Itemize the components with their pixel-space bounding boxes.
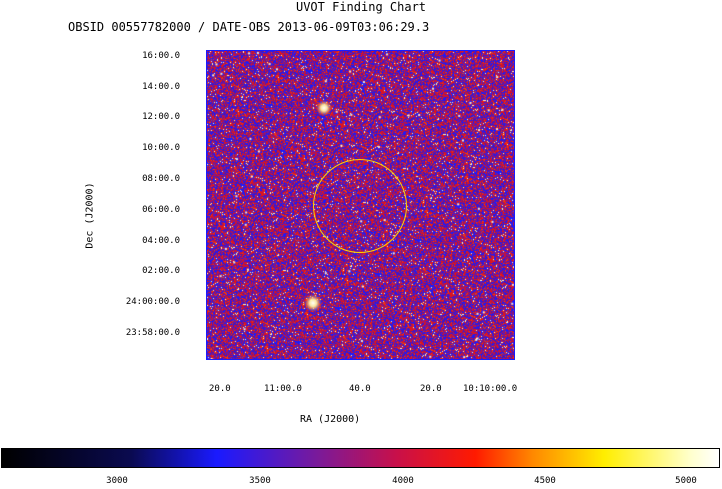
colorbar-tick-1: 3500 <box>249 476 271 486</box>
x-tick-3: 20.0 <box>420 384 442 394</box>
colorbar-tick-3: 4500 <box>534 476 556 486</box>
colorbar <box>1 448 720 468</box>
y-tick-2: 12:00.0 <box>142 112 180 122</box>
colorbar-tick-2: 4000 <box>392 476 414 486</box>
y-tick-7: 02:00.0 <box>142 266 180 276</box>
x-tick-2: 40.0 <box>349 384 371 394</box>
x-tick-1: 11:00.0 <box>264 384 302 394</box>
y-tick-4: 08:00.0 <box>142 174 180 184</box>
chart-title: UVOT Finding Chart <box>295 0 427 14</box>
y-tick-8: 24:00:00.0 <box>125 297 180 307</box>
chart-subtitle: OBSID 00557782000 / DATE-OBS 2013-06-09T… <box>68 20 430 34</box>
y-tick-5: 06:00.0 <box>142 205 180 215</box>
y-tick-1: 14:00.0 <box>142 82 180 92</box>
colorbar-tick-4: 5000 <box>675 476 697 486</box>
x-axis-label: RA (J2000) <box>300 414 361 425</box>
y-tick-3: 10:00.0 <box>142 143 180 153</box>
y-tick-9: 23:58:00.0 <box>125 328 180 338</box>
x-tick-4: 10:10:00.0 <box>463 384 518 394</box>
source-region-circle <box>313 159 407 253</box>
y-tick-0: 16:00.0 <box>142 51 180 61</box>
x-tick-0: 20.0 <box>209 384 231 394</box>
y-tick-6: 04:00.0 <box>142 236 180 246</box>
colorbar-tick-0: 3000 <box>106 476 128 486</box>
sky-image <box>206 50 515 360</box>
y-axis-label: Dec (J2000) <box>84 182 96 249</box>
